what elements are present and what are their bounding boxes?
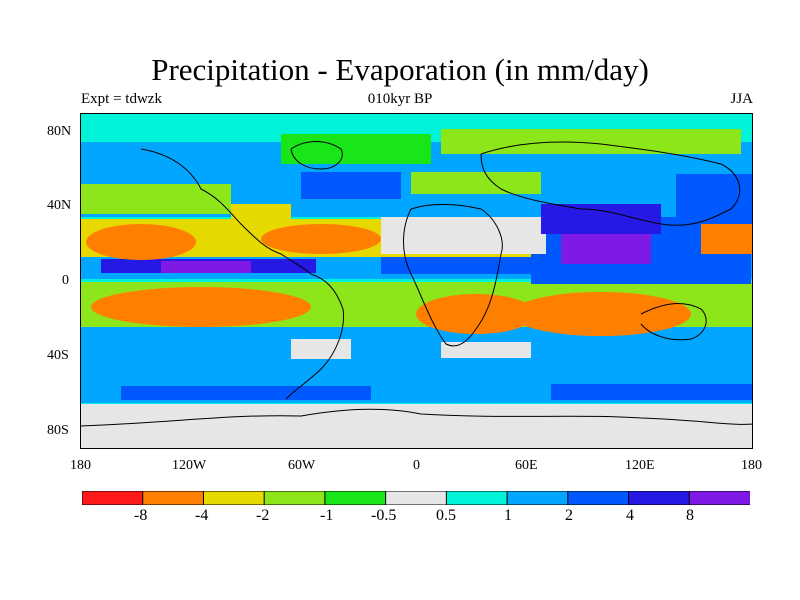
- colorbar-label-8: 2: [565, 507, 573, 524]
- colorbar-label-5: -0.5: [371, 507, 397, 524]
- colorbar: [82, 491, 750, 505]
- colorbar-label-7: 1: [504, 507, 512, 524]
- lon-tick-120w: 120W: [172, 458, 207, 473]
- lat-tick-80s: 80S: [47, 423, 69, 438]
- colorbar-swatch: [445, 491, 509, 505]
- colorbar-swatch: [142, 491, 205, 505]
- colorbar-swatch: [263, 491, 326, 505]
- colorbar-label-6: 0.5: [436, 507, 456, 524]
- lon-tick-60e: 60E: [515, 458, 538, 473]
- colorbar-swatch: [202, 491, 266, 505]
- lon-tick-180e: 180: [741, 458, 762, 473]
- map-title: Precipitation - Evaporation (in mm/day): [151, 52, 649, 87]
- experiment-label: Expt = tdwzk: [81, 91, 162, 107]
- map-panel: [80, 113, 753, 449]
- lat-tick-40n: 40N: [47, 198, 72, 213]
- coastlines: [140, 141, 741, 400]
- colorbar-swatch: [506, 491, 569, 505]
- lat-tick-40s: 40S: [47, 348, 69, 363]
- colorbar-swatch: [688, 491, 750, 505]
- season-label: JJA: [730, 91, 753, 107]
- colorbar-swatch: [324, 491, 387, 505]
- lon-tick-0: 0: [413, 458, 420, 473]
- lon-tick-60w: 60W: [288, 458, 316, 473]
- colorbar-label-10: 8: [686, 507, 694, 524]
- colorbar-swatch: [567, 491, 630, 505]
- lon-tick-120e: 120E: [625, 458, 655, 473]
- colorbar-label-4: -1: [320, 507, 334, 524]
- colorbar-swatch: [628, 491, 691, 505]
- lon-tick-180w: 180: [70, 458, 91, 473]
- colorbar-label-2: -4: [195, 507, 209, 524]
- colorbar-swatch: [385, 491, 448, 505]
- period-label: 010kyr BP: [367, 91, 433, 107]
- colorbar-label-3: -2: [256, 507, 270, 524]
- colorbar-swatch: [82, 491, 144, 505]
- colorbar-label-1: -8: [134, 507, 148, 524]
- colorbar-label-9: 4: [626, 507, 634, 524]
- lat-tick-0: 0: [62, 273, 69, 288]
- lat-tick-80n: 80N: [47, 124, 72, 139]
- precip-evap-field: [81, 114, 752, 448]
